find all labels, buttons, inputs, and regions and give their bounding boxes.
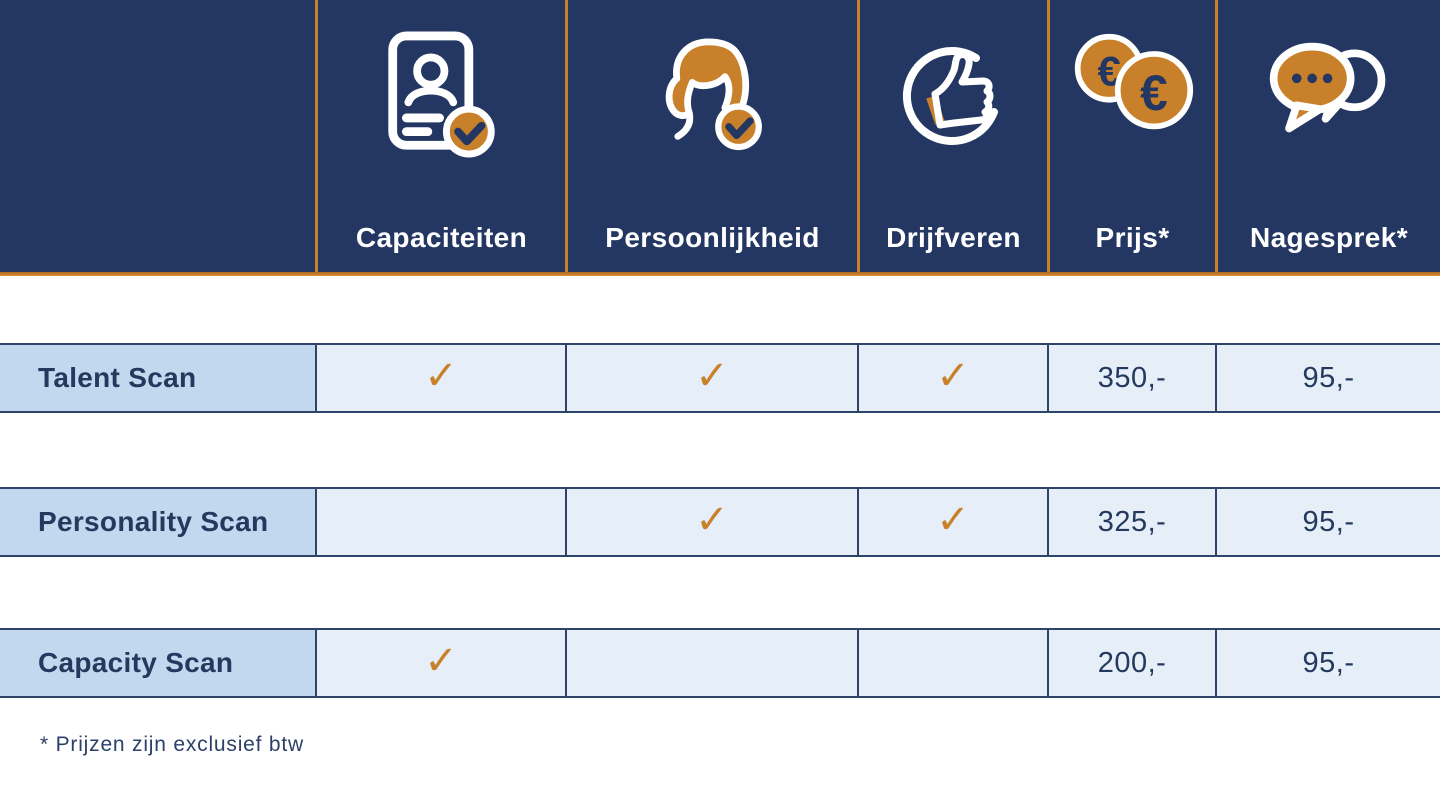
- check-icon: ✓: [936, 354, 970, 398]
- price-value: 95,-: [1302, 361, 1355, 394]
- header-label-nagesprek: Nagesprek*: [1249, 222, 1409, 253]
- cell-capacity-nagesprek: 95,-: [1215, 630, 1440, 696]
- cell-talent-persoonlijkheid: ✓: [565, 345, 857, 411]
- woman-check-icon: [568, 30, 857, 156]
- price-value: 95,-: [1302, 505, 1355, 538]
- speech-bubbles-icon: [1218, 30, 1440, 146]
- cell-capacity-persoonlijkheid: [565, 630, 857, 696]
- euro-sign: €: [1097, 48, 1120, 95]
- cell-talent-prijs: 350,-: [1047, 345, 1215, 411]
- cell-talent-nagesprek: 95,-: [1215, 345, 1440, 411]
- table-row-personality-scan: Personality Scan ✓ ✓ 325,- 95,-: [0, 487, 1440, 557]
- euro-coins-icon: € €: [1050, 30, 1215, 137]
- check-icon: ✓: [424, 639, 458, 683]
- table-row-capacity-scan: Capacity Scan ✓ 200,- 95,-: [0, 628, 1440, 698]
- header-label-prijs: Prijs*: [1095, 222, 1170, 253]
- table-row-talent-scan: Talent Scan ✓ ✓ ✓ 350,- 95,-: [0, 343, 1440, 413]
- header-label-persoonlijkheid: Persoonlijkheid: [605, 222, 820, 253]
- price-value: 325,-: [1097, 505, 1167, 538]
- price-value: 200,-: [1097, 646, 1167, 679]
- check-icon: ✓: [695, 498, 729, 542]
- cell-talent-drijfveren: ✓: [857, 345, 1047, 411]
- cell-personality-nagesprek: 95,-: [1215, 489, 1440, 555]
- cell-personality-prijs: 325,-: [1047, 489, 1215, 555]
- header-orange-rule: [0, 272, 1440, 276]
- cell-capacity-capaciteiten: ✓: [315, 630, 565, 696]
- row-label: Talent Scan: [0, 345, 315, 411]
- id-card-check-icon: [318, 30, 565, 159]
- price-value: 95,-: [1302, 646, 1355, 679]
- euro-sign: €: [1140, 65, 1168, 121]
- cell-capacity-prijs: 200,-: [1047, 630, 1215, 696]
- table-header: Capaciteiten Persoonlijkheid: [0, 0, 1440, 272]
- header-col-persoonlijkheid: Persoonlijkheid: [565, 0, 857, 272]
- check-icon: ✓: [695, 354, 729, 398]
- header-col-drijfveren: Drijfveren: [857, 0, 1047, 272]
- header-label-drijfveren: Drijfveren: [886, 222, 1021, 253]
- header-col-capaciteiten: Capaciteiten: [315, 0, 565, 272]
- header-col-nagesprek: Nagesprek*: [1215, 0, 1440, 272]
- cell-personality-capaciteiten: [315, 489, 565, 555]
- row-label: Personality Scan: [0, 489, 315, 555]
- price-footnote: * Prijzen zijn exclusief btw: [40, 733, 304, 756]
- row-label: Capacity Scan: [0, 630, 315, 696]
- cell-personality-persoonlijkheid: ✓: [565, 489, 857, 555]
- cell-capacity-drijfveren: [857, 630, 1047, 696]
- header-col-prijs: € € Prijs*: [1047, 0, 1215, 272]
- check-icon: ✓: [936, 498, 970, 542]
- thumbs-up-icon: [860, 30, 1047, 150]
- cell-personality-drijfveren: ✓: [857, 489, 1047, 555]
- cell-talent-capaciteiten: ✓: [315, 345, 565, 411]
- check-icon: ✓: [424, 354, 458, 398]
- price-value: 350,-: [1097, 361, 1167, 394]
- header-label-capaciteiten: Capaciteiten: [355, 222, 528, 253]
